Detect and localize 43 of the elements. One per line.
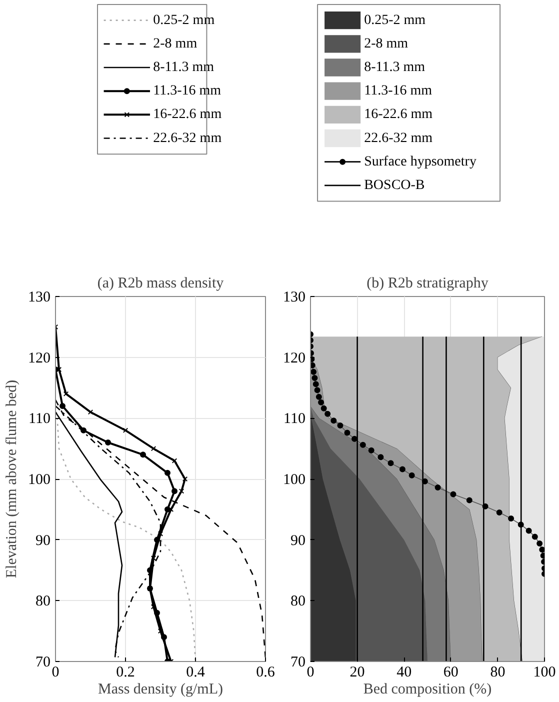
x-tick-label: 0.2 xyxy=(116,664,135,680)
legend-label: 2-8 mm xyxy=(364,36,408,52)
x-tick-label: 80 xyxy=(490,664,506,680)
x-tick-label: 100 xyxy=(533,664,556,680)
chart-title: (a) R2b mass density xyxy=(97,276,224,292)
y-tick-label: 120 xyxy=(28,350,50,366)
y-tick-label: 70 xyxy=(290,654,306,670)
legend-label: Surface hypsometry xyxy=(364,154,476,170)
x-tick-label: 20 xyxy=(350,664,365,680)
y-tick-label: 130 xyxy=(283,290,306,306)
legend-label: 11.3-16 mm xyxy=(153,84,222,99)
y-tick-label: 90 xyxy=(290,532,306,549)
legend-label: 0.25-2 mm xyxy=(364,12,426,28)
y-tick-label: 80 xyxy=(290,594,306,610)
x-tick-label: 60 xyxy=(443,664,458,680)
y-axis-title: Elevation (mm above flume bed) xyxy=(4,380,20,578)
legend-label: 2-8 mm xyxy=(153,36,198,52)
x-axis-title: Bed composition (%) xyxy=(363,682,492,698)
y-tick-label: 100 xyxy=(28,472,50,488)
legend-label: 22.6-32 mm xyxy=(153,130,222,146)
legend-label: 11.3-16 mm xyxy=(364,84,432,99)
legend-label: 8-11.3 mm xyxy=(153,60,214,75)
x-tick-label: 0 xyxy=(52,664,60,680)
y-tick-label: 110 xyxy=(28,411,51,428)
chart-title: (b) R2b stratigraphy xyxy=(366,276,489,292)
x-tick-label: 0 xyxy=(306,664,314,680)
x-axis-title: Mass density (g/mL) xyxy=(98,682,224,698)
y-tick-label: 70 xyxy=(36,654,50,670)
y-tick-label: 90 xyxy=(36,532,50,549)
y-tick-label: 110 xyxy=(284,411,306,428)
legend-label: 22.6-32 mm xyxy=(364,130,433,146)
legend-label: 0.25-2 mm xyxy=(153,12,215,28)
legend-label: 16-22.6 mm xyxy=(153,107,222,122)
y-tick-label: 130 xyxy=(28,290,50,306)
y-tick-label: 120 xyxy=(283,350,306,366)
x-tick-label: 0.6 xyxy=(256,664,276,680)
y-tick-label: 80 xyxy=(36,594,50,610)
legend-label: 16-22.6 mm xyxy=(364,107,433,122)
x-tick-label: 0.4 xyxy=(186,664,206,680)
x-tick-label: 40 xyxy=(396,664,412,680)
legend-label: 8-11.3 mm xyxy=(364,60,426,75)
y-tick-label: 100 xyxy=(283,472,306,488)
legend-label: BOSCO-B xyxy=(364,178,425,193)
